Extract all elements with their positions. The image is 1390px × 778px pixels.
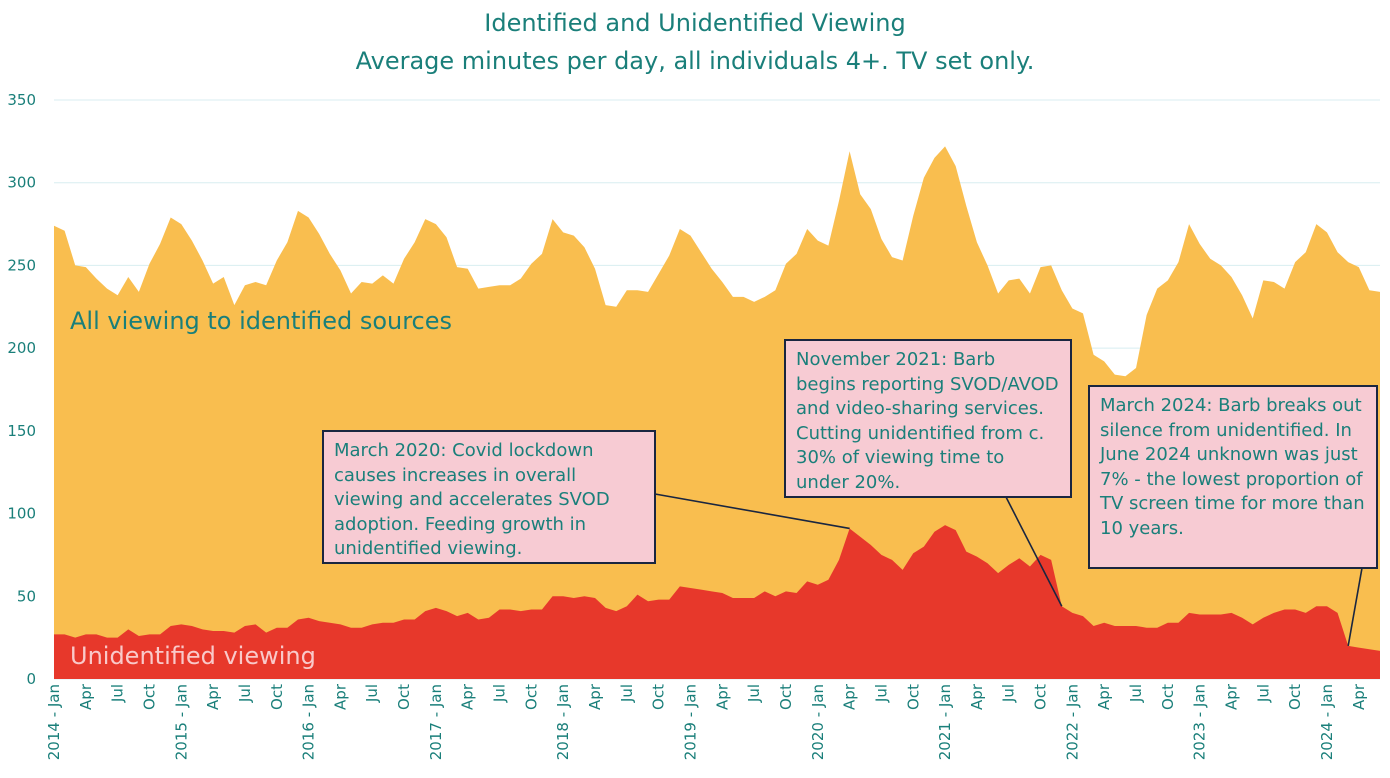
- series-label-all-viewing: All viewing to identified sources: [70, 307, 452, 335]
- series-area-unidentified: [54, 525, 1380, 679]
- x-tick-label: Jul: [1254, 684, 1272, 703]
- callout-leader-line: [1005, 496, 1063, 607]
- x-tick-label: Apr: [1350, 683, 1368, 710]
- y-tick-label-350: 350: [7, 91, 36, 109]
- x-tick-label: Oct: [904, 684, 922, 710]
- x-tick-label: 2017 - Jan: [427, 684, 445, 760]
- y-tick-label-0: 0: [26, 670, 36, 688]
- series-label-unidentified: Unidentified viewing: [70, 642, 316, 670]
- y-tick-label-300: 300: [7, 174, 36, 192]
- x-tick-label: 2019 - Jan: [681, 684, 699, 760]
- x-tick-label: Apr: [841, 683, 859, 710]
- callout-leader-line: [1347, 567, 1363, 647]
- y-tick-label-250: 250: [7, 256, 36, 274]
- x-tick-label: Oct: [268, 684, 286, 710]
- x-tick-label: Jul: [872, 684, 890, 703]
- x-tick-label: Apr: [968, 683, 986, 710]
- y-tick-label-200: 200: [7, 339, 36, 357]
- x-tick-label: Jul: [618, 684, 636, 703]
- x-tick-label: Apr: [713, 683, 731, 710]
- x-tick-label: Jul: [236, 684, 254, 703]
- x-tick-label: Apr: [1222, 683, 1240, 710]
- callout-leader-line: [654, 493, 850, 530]
- x-tick-label: Oct: [140, 684, 158, 710]
- callout-covid: March 2020: Covid lockdown causes increa…: [322, 430, 656, 564]
- x-tick-label: Oct: [777, 684, 795, 710]
- x-tick-label: Jul: [1127, 684, 1145, 703]
- chart-title: Identified and Unidentified Viewing: [484, 9, 906, 37]
- x-tick-label: Oct: [1286, 684, 1304, 710]
- x-tick-label: 2018 - Jan: [554, 684, 572, 760]
- x-tick-label: Oct: [1032, 684, 1050, 710]
- x-tick-label: Oct: [1159, 684, 1177, 710]
- x-tick-label: Jul: [491, 684, 509, 703]
- x-tick-label: 2016 - Jan: [300, 684, 318, 760]
- x-tick-label: 2024 - Jan: [1318, 684, 1336, 760]
- x-tick-label: 2021 - Jan: [936, 684, 954, 760]
- x-tick-label: 2014 - Jan: [45, 684, 63, 760]
- x-tick-label: Apr: [331, 683, 349, 710]
- x-tick-label: 2022 - Jan: [1063, 684, 1081, 760]
- x-tick-label: Oct: [522, 684, 540, 710]
- x-tick-label: Apr: [77, 683, 95, 710]
- x-tick-label: 2023 - Jan: [1191, 684, 1209, 760]
- x-tick-label: Apr: [459, 683, 477, 710]
- x-tick-label: Oct: [650, 684, 668, 710]
- chart-title-block: Identified and Unidentified Viewing Aver…: [0, 4, 1390, 80]
- x-tick-label: 2015 - Jan: [172, 684, 190, 760]
- x-tick-label: Jul: [1000, 684, 1018, 703]
- callout-svod-reporting: November 2021: Barb begins reporting SVO…: [784, 339, 1072, 498]
- x-tick-label: Jul: [109, 684, 127, 703]
- x-tick-label: Apr: [586, 683, 604, 710]
- y-tick-label-150: 150: [7, 422, 36, 440]
- y-axis: 0 50 100 150 200 250 300 350: [7, 91, 36, 688]
- callout-silence-breakout: March 2024: Barb breaks out silence from…: [1088, 385, 1378, 569]
- x-tick-label: Jul: [363, 684, 381, 703]
- x-tick-label: Oct: [395, 684, 413, 710]
- callout-leader-lines: [654, 493, 1363, 647]
- y-tick-label-50: 50: [17, 587, 36, 605]
- x-axis: 2014 - Jan Apr Jul Oct 2015 - Jan Apr Jul Oct 20…: [45, 683, 1368, 760]
- x-tick-label: Apr: [1095, 683, 1113, 710]
- x-tick-label: Jul: [745, 684, 763, 703]
- x-tick-label: Apr: [204, 683, 222, 710]
- chart-subtitle: Average minutes per day, all individuals…: [355, 47, 1035, 75]
- x-tick-label: 2020 - Jan: [809, 684, 827, 760]
- y-tick-label-100: 100: [7, 505, 36, 523]
